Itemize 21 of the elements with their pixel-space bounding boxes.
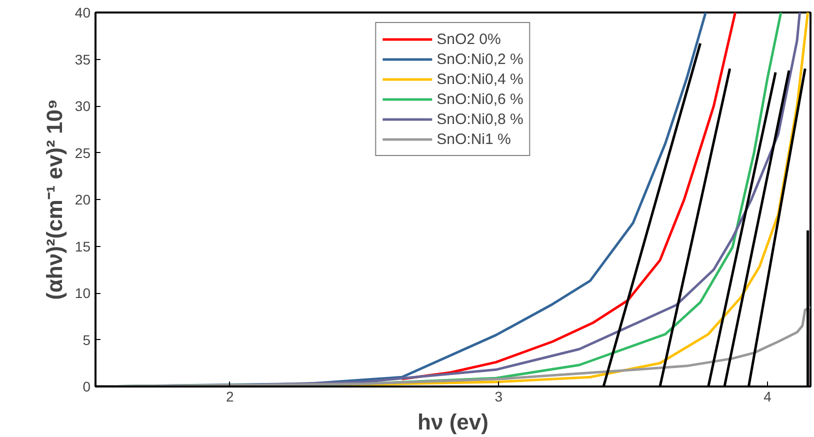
y-tick-label: 35 — [74, 51, 91, 68]
x-axis-title: hν (ev) — [418, 410, 488, 434]
y-axis-title: (αhν)²(cm⁻¹ ev)² 10⁹ — [42, 99, 67, 300]
legend-label: SnO2 0% — [436, 30, 501, 48]
x-tick-label: 2 — [226, 388, 234, 404]
x-tick-label: 3 — [494, 388, 503, 404]
line-series — [400, 12, 736, 380]
y-tick-label: 20 — [74, 192, 91, 208]
legend-label: SnO:Ni0,2 % — [436, 50, 524, 68]
y-tick-label: 5 — [82, 332, 91, 348]
y-tick-label: 10 — [74, 285, 91, 301]
y-tick-label: 25 — [74, 144, 91, 161]
legend-label: SnO:Ni0,8 % — [436, 110, 524, 128]
y-tick-label: 0 — [82, 378, 91, 394]
x-tick-label: 4 — [764, 388, 772, 404]
legend-label: SnO:Ni0,4 % — [436, 70, 524, 88]
legend-label: SnO:Ni1 % — [436, 130, 511, 148]
y-tick-label: 30 — [74, 98, 91, 114]
legend-label: SnO:Ni0,6 % — [436, 90, 524, 108]
y-tick-label: 40 — [74, 4, 91, 20]
y-tick-label: 15 — [74, 238, 91, 254]
